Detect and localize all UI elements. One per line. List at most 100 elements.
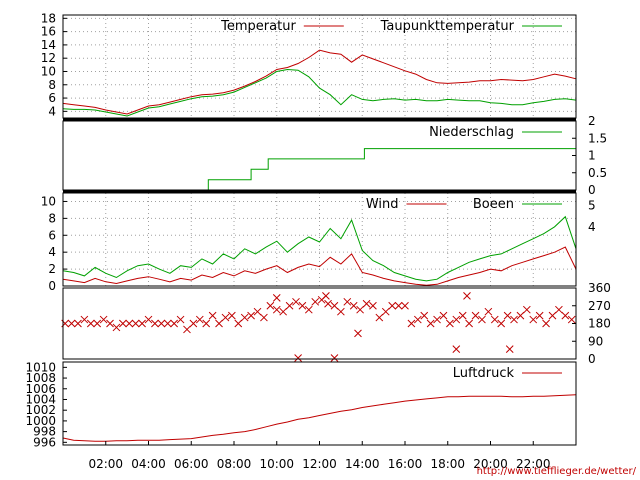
direction-point [144, 315, 153, 324]
direction-point [183, 325, 191, 334]
direction-point [163, 319, 172, 328]
xtick-label: 22:00 [516, 457, 551, 471]
direction-point [490, 315, 499, 324]
direction-point [266, 301, 275, 310]
direction-point [330, 354, 339, 362]
direction-point [215, 319, 223, 328]
direction-point [279, 307, 288, 316]
direction-point [228, 311, 236, 320]
wind-ytick-label: 10 [41, 194, 56, 208]
direction-point [112, 323, 121, 332]
xtick-label: 08:00 [217, 457, 252, 471]
pressure-ytick-label: 1004 [25, 392, 56, 406]
direction-point [131, 319, 140, 328]
rain-ytick-label: 0.5 [588, 166, 607, 180]
xtick-label: 02:00 [88, 457, 123, 471]
direction-ytick-label: 0 [588, 352, 596, 366]
direction-point [503, 311, 512, 320]
direction-point [356, 305, 364, 314]
xtick-label: 10:00 [259, 457, 294, 471]
temp-ytick-label: 12 [41, 51, 56, 65]
direction-point [330, 301, 339, 310]
direction-point [343, 297, 352, 306]
direction-point [106, 319, 114, 328]
temp-ytick-label: 8 [48, 78, 56, 92]
direction-point [505, 345, 514, 353]
direction-point [420, 311, 429, 320]
direction-panel-frame [62, 287, 577, 360]
direction-point [202, 319, 211, 328]
direction-point [463, 292, 471, 300]
pressure-legend-label: Luftdruck [453, 366, 515, 381]
credit-text: http://www.tiefflieger.de/wetter/ [477, 466, 637, 477]
direction-point [240, 313, 249, 322]
wind-ytick-label: 4 [48, 245, 56, 259]
direction-point [67, 319, 76, 328]
direction-ytick-label: 180 [588, 317, 611, 331]
wind-ytick-label: 2 [48, 262, 56, 276]
temp-line-temperatur [62, 49, 577, 115]
pressure-ytick-label: 1008 [25, 371, 56, 385]
direction-point [176, 315, 185, 324]
wind-ytick-label: 0 [48, 279, 56, 293]
direction-point [542, 319, 550, 328]
direction-point [285, 301, 294, 310]
direction-point [311, 297, 320, 306]
direction-point [294, 354, 302, 362]
direction-point [125, 319, 134, 328]
direction-point [529, 315, 538, 324]
xtick-label: 18:00 [430, 457, 465, 471]
xtick-label: 20:00 [473, 457, 508, 471]
direction-point [80, 315, 89, 324]
temp-line-taupunkttemperatur [62, 68, 577, 117]
direction-point [394, 301, 403, 310]
series-layer [61, 49, 577, 442]
direction-point [253, 307, 262, 316]
direction-point [260, 313, 268, 322]
direction-ytick-label: 270 [588, 299, 611, 313]
temp-legend-label: Temperatur [220, 19, 296, 34]
pressure-ytick-label: 1006 [25, 382, 56, 396]
wind-line-boeen [62, 215, 577, 282]
direction-point [426, 319, 435, 328]
tick-layer: 468101214161800.511.52024681045090180270… [25, 11, 610, 471]
wind-ytick-label: 8 [48, 211, 56, 225]
direction-point [354, 329, 362, 338]
direction-point [407, 319, 416, 328]
pressure-line-luftdruck [62, 394, 577, 442]
direction-point [221, 313, 230, 322]
pressure-ytick-label: 996 [33, 435, 56, 449]
direction-point [138, 319, 146, 328]
direction-point [324, 299, 332, 308]
direction-point [292, 297, 300, 306]
panel-separator [63, 118, 576, 121]
direction-point [548, 311, 557, 320]
direction-point [516, 311, 525, 320]
direction-point [337, 307, 345, 316]
xtick-label: 14:00 [345, 457, 380, 471]
direction-point [388, 301, 397, 310]
wind-ytick-label: 6 [48, 228, 56, 242]
direction-point [195, 315, 204, 324]
pressure-ytick-label: 1002 [25, 403, 56, 417]
direction-ytick-label: 360 [588, 281, 611, 295]
xtick-label: 06:00 [174, 457, 209, 471]
direction-point [458, 311, 467, 320]
direction-point [375, 313, 384, 322]
temp-legend-label: Taupunkttemperatur [380, 19, 515, 34]
direction-point [522, 305, 531, 314]
direction-point [452, 345, 461, 353]
direction-point [74, 319, 82, 328]
direction-point [465, 319, 473, 328]
frame-layer [62, 14, 577, 446]
rain-ytick-label: 2 [588, 114, 596, 128]
xtick-label: 16:00 [388, 457, 423, 471]
rain-legend-label: Niederschlag [429, 125, 514, 140]
wind-line-wind [62, 246, 577, 286]
direction-point [157, 319, 166, 328]
xtick-label: 04:00 [131, 457, 166, 471]
direction-point [349, 301, 358, 310]
direction-point [446, 319, 454, 328]
direction-point [151, 319, 159, 328]
